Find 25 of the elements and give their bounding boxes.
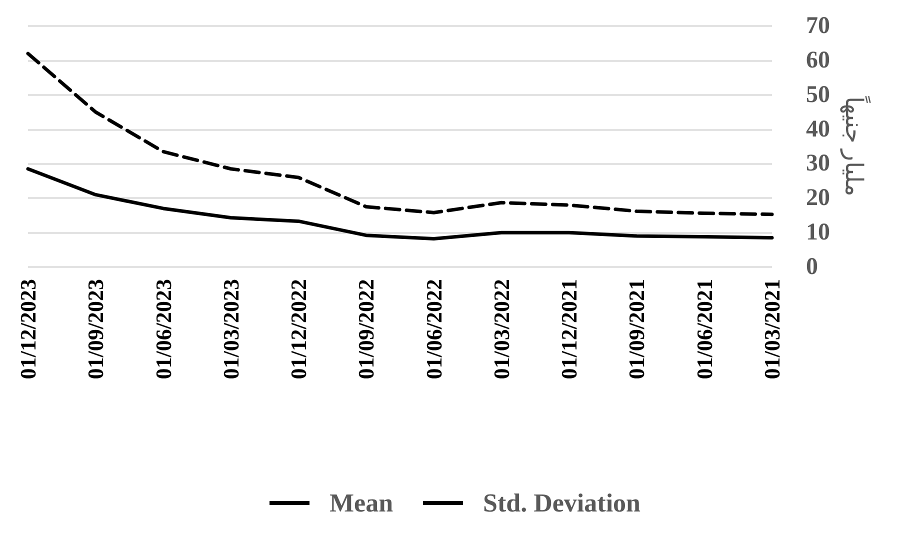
y-tick-label: 20 — [806, 185, 830, 212]
line-series — [26, 167, 774, 241]
x-tick-label: 01/12/2022 — [286, 279, 312, 380]
x-tick-label: 01/12/2021 — [556, 279, 582, 380]
x-tick-label: 01/09/2021 — [624, 279, 650, 380]
y-tick-label: 10 — [806, 220, 830, 246]
x-tick-label: 01/06/2023 — [150, 279, 176, 380]
x-tick-label: 01/09/2023 — [83, 279, 108, 380]
y-tick-label: 0 — [806, 254, 818, 280]
y-tick-label: 50 — [806, 82, 830, 108]
legend-label: Std. Deviation — [483, 488, 642, 518]
x-tick-label: 01/03/2021 — [760, 279, 784, 380]
y-axis-title: مليار جنيهاً — [840, 96, 871, 196]
x-tick-label: 01/09/2022 — [354, 279, 379, 380]
y-tick-label: 30 — [806, 150, 830, 177]
x-tick-label: 01/12/2023 — [16, 279, 40, 380]
x-tick-label: 01/03/2022 — [488, 279, 514, 380]
y-tick-label: 70 — [806, 13, 830, 39]
line-series — [26, 52, 774, 216]
legend-label: Mean — [330, 488, 394, 518]
y-tick-label: 60 — [806, 47, 830, 74]
x-tick-label: 01/06/2022 — [421, 279, 446, 380]
x-tick-label: 01/06/2021 — [692, 279, 717, 380]
x-tick-label: 01/03/2023 — [218, 279, 244, 380]
y-tick-label: 40 — [806, 116, 830, 142]
